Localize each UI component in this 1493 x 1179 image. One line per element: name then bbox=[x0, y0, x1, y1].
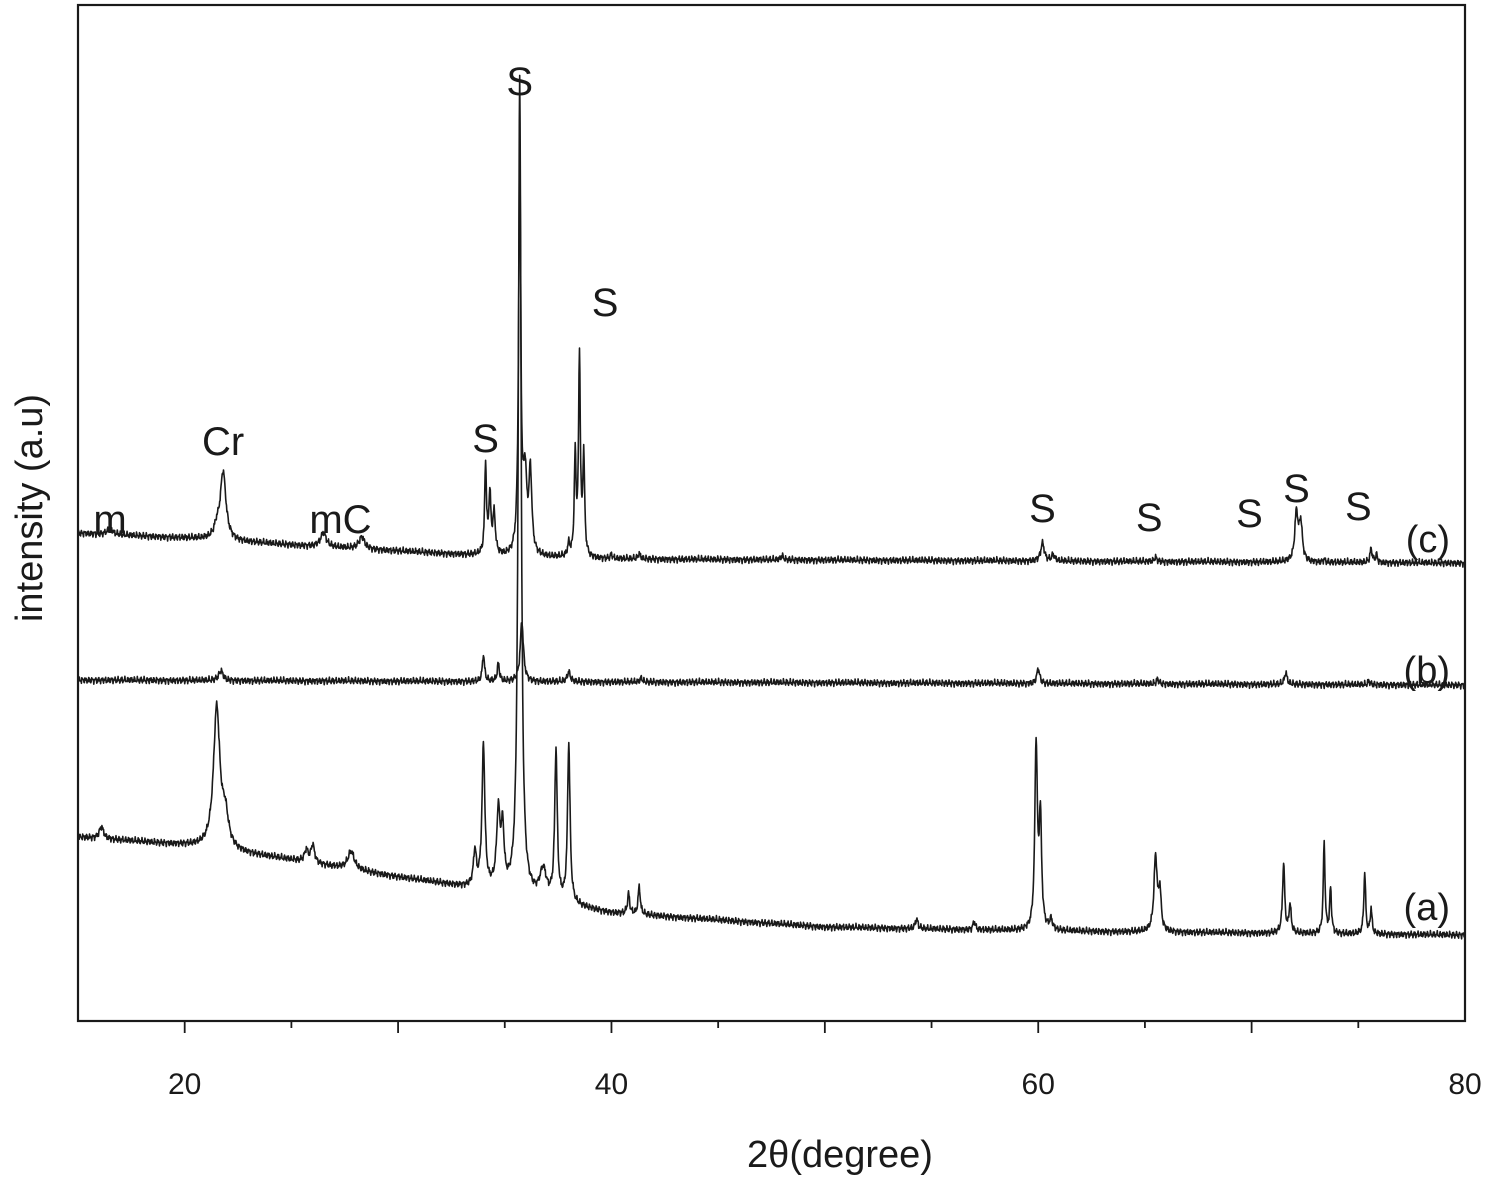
peak-label: m bbox=[93, 498, 126, 542]
series-label-1: (b) bbox=[1404, 650, 1450, 692]
peak-label: S bbox=[1236, 492, 1263, 536]
series-line-1 bbox=[77, 622, 1466, 690]
y-axis-title: intensity (a.u) bbox=[9, 394, 51, 622]
peak-label: S bbox=[1283, 467, 1310, 511]
series-label-0: (a) bbox=[1404, 887, 1450, 929]
series-line-0 bbox=[77, 74, 1466, 940]
x-tick-label: 20 bbox=[168, 1068, 201, 1101]
peak-label: S bbox=[1136, 496, 1163, 540]
peak-label: S bbox=[1345, 485, 1372, 529]
peak-label: mC bbox=[309, 498, 371, 542]
series-label-2: (c) bbox=[1406, 519, 1450, 561]
series-layer bbox=[77, 74, 1466, 940]
series-labels: (a) (b) (c) bbox=[1404, 519, 1450, 929]
x-tick-label: 60 bbox=[1022, 1068, 1055, 1101]
peak-label: S bbox=[592, 281, 619, 325]
plot-frame bbox=[76, 3, 1467, 1023]
series-line-2 bbox=[77, 139, 1466, 568]
peak-label: S bbox=[506, 60, 533, 104]
x-tick-label: 40 bbox=[595, 1068, 628, 1101]
peak-label: Cr bbox=[202, 420, 244, 464]
x-axis-ticks: 20 40 60 80 bbox=[168, 1021, 1482, 1101]
peak-label: S bbox=[1029, 487, 1056, 531]
x-tick-label: 80 bbox=[1448, 1068, 1481, 1101]
peak-label: S bbox=[472, 417, 499, 461]
x-axis-title: 2θ(degree) bbox=[747, 1134, 933, 1176]
